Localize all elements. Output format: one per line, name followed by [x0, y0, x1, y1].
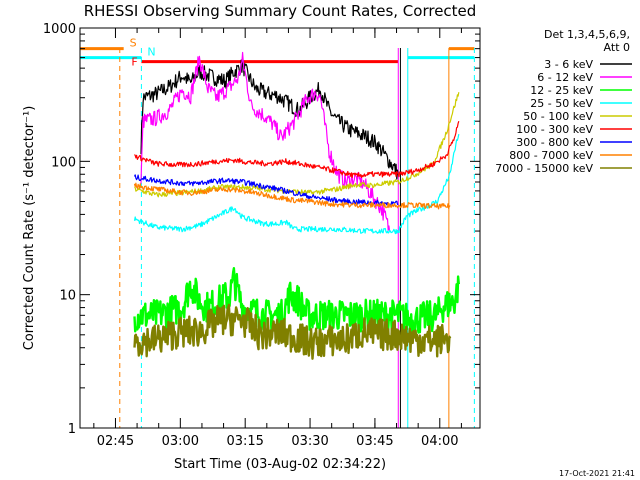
chart-title: RHESSI Observing Summary Count Rates, Co… — [84, 2, 477, 20]
x-tick-label: 03:15 — [226, 434, 263, 449]
x-tick-label: 03:30 — [291, 434, 328, 449]
flag-label: S — [130, 37, 137, 50]
series-line — [140, 51, 391, 232]
legend-label: 800 - 7000 keV — [509, 149, 593, 162]
x-tick-label: 03:00 — [162, 434, 199, 449]
legend-label: 12 - 25 keV — [530, 84, 593, 97]
series-line — [133, 267, 460, 336]
legend-label: 3 - 6 keV — [544, 58, 593, 71]
flag-label: N — [147, 46, 155, 59]
x-axis-label: Start Time (03-Aug-02 02:34:22) — [174, 457, 386, 472]
marker-layer — [119, 48, 475, 428]
legend-label: 300 - 800 keV — [516, 136, 593, 149]
legend-label: 100 - 300 keV — [516, 123, 593, 136]
legend-label: 25 - 50 keV — [530, 97, 593, 110]
series-line — [133, 174, 399, 207]
series-layer — [133, 51, 460, 360]
x-tick-label: 03:45 — [356, 434, 393, 449]
series-line — [133, 303, 452, 360]
series-line — [134, 121, 460, 179]
legend-label: 6 - 12 keV — [537, 71, 593, 84]
legend-label: 50 - 100 keV — [523, 110, 593, 123]
series-line — [133, 182, 451, 210]
axes-layer: 1 10 100 1000 02:45 03:00 03:15 03:30 03:45 04:00 — [43, 22, 481, 449]
series-line — [140, 59, 399, 180]
y-axis-label: Corrected Count Rate (s⁻¹ detector⁻¹) — [22, 106, 37, 351]
y-tick-label: 1000 — [43, 22, 76, 37]
flag-layer: SNF — [80, 37, 475, 69]
legend-header-line-2: Att 0 — [604, 41, 630, 54]
generation-timestamp: 17-Oct-2021 21:41 — [559, 469, 635, 478]
legend-header-line-1: Det 1,3,4,5,6,9, — [544, 28, 630, 41]
series-line — [133, 133, 460, 235]
plot-frame — [79, 27, 481, 429]
legend-label: 7000 - 15000 keV — [495, 162, 593, 175]
x-tick-label: 02:45 — [97, 434, 134, 449]
y-tick-label: 100 — [51, 155, 76, 170]
x-tick-label: 04:00 — [421, 434, 458, 449]
flag-label: F — [131, 56, 137, 69]
y-tick-label: 10 — [59, 289, 76, 304]
y-tick-label: 1 — [68, 422, 76, 437]
